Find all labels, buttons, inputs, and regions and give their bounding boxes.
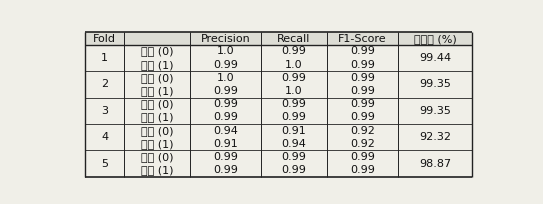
Text: Fold: Fold bbox=[93, 34, 116, 44]
Text: 0.94: 0.94 bbox=[213, 126, 238, 136]
Text: 1: 1 bbox=[101, 53, 108, 63]
Text: 99.44: 99.44 bbox=[419, 53, 451, 63]
Text: 정상 (0): 정상 (0) bbox=[141, 99, 173, 109]
Text: 1.0: 1.0 bbox=[217, 73, 235, 83]
Text: 0.99: 0.99 bbox=[213, 165, 238, 175]
Text: 결함 (1): 결함 (1) bbox=[141, 112, 173, 122]
Text: 결함 (1): 결함 (1) bbox=[141, 165, 173, 175]
Text: 1.0: 1.0 bbox=[285, 60, 303, 70]
Text: 0.99: 0.99 bbox=[213, 86, 238, 96]
Text: 0.99: 0.99 bbox=[213, 99, 238, 109]
Text: 정상 (0): 정상 (0) bbox=[141, 152, 173, 162]
Text: 92.32: 92.32 bbox=[419, 132, 451, 142]
Text: 0.99: 0.99 bbox=[282, 165, 306, 175]
Text: 0.99: 0.99 bbox=[350, 152, 375, 162]
Text: 1.0: 1.0 bbox=[285, 86, 303, 96]
Text: 정확도 (%): 정확도 (%) bbox=[414, 34, 457, 44]
Text: 99.35: 99.35 bbox=[419, 106, 451, 116]
Text: F1-Score: F1-Score bbox=[338, 34, 387, 44]
Text: 0.99: 0.99 bbox=[213, 112, 238, 122]
Text: 0.99: 0.99 bbox=[282, 112, 306, 122]
Text: 0.99: 0.99 bbox=[282, 47, 306, 57]
Text: 0.99: 0.99 bbox=[213, 152, 238, 162]
Text: 0.94: 0.94 bbox=[282, 139, 306, 149]
Text: 결함 (1): 결함 (1) bbox=[141, 60, 173, 70]
Text: 0.99: 0.99 bbox=[350, 165, 375, 175]
Text: 정상 (0): 정상 (0) bbox=[141, 47, 173, 57]
Text: 0.99: 0.99 bbox=[350, 112, 375, 122]
Text: 0.99: 0.99 bbox=[213, 60, 238, 70]
Text: 3: 3 bbox=[101, 106, 108, 116]
Bar bbox=[85, 32, 472, 45]
Text: 0.99: 0.99 bbox=[350, 60, 375, 70]
Text: 2: 2 bbox=[101, 80, 108, 90]
Text: 0.91: 0.91 bbox=[282, 126, 306, 136]
Text: 4: 4 bbox=[101, 132, 108, 142]
Text: 0.99: 0.99 bbox=[350, 47, 375, 57]
Text: 0.99: 0.99 bbox=[350, 99, 375, 109]
Text: 0.99: 0.99 bbox=[350, 73, 375, 83]
Text: 99.35: 99.35 bbox=[419, 80, 451, 90]
Text: 정상 (0): 정상 (0) bbox=[141, 126, 173, 136]
Text: Precision: Precision bbox=[201, 34, 250, 44]
Text: 0.99: 0.99 bbox=[350, 86, 375, 96]
Text: 0.92: 0.92 bbox=[350, 139, 375, 149]
Text: 0.99: 0.99 bbox=[282, 152, 306, 162]
Text: 결함 (1): 결함 (1) bbox=[141, 86, 173, 96]
Text: 0.99: 0.99 bbox=[282, 73, 306, 83]
Text: 0.99: 0.99 bbox=[282, 99, 306, 109]
Text: 0.91: 0.91 bbox=[213, 139, 238, 149]
Text: Recall: Recall bbox=[277, 34, 311, 44]
Text: 1.0: 1.0 bbox=[217, 47, 235, 57]
Text: 98.87: 98.87 bbox=[419, 159, 451, 169]
Text: 정상 (0): 정상 (0) bbox=[141, 73, 173, 83]
Text: 결함 (1): 결함 (1) bbox=[141, 139, 173, 149]
Text: 0.92: 0.92 bbox=[350, 126, 375, 136]
Text: 5: 5 bbox=[101, 159, 108, 169]
